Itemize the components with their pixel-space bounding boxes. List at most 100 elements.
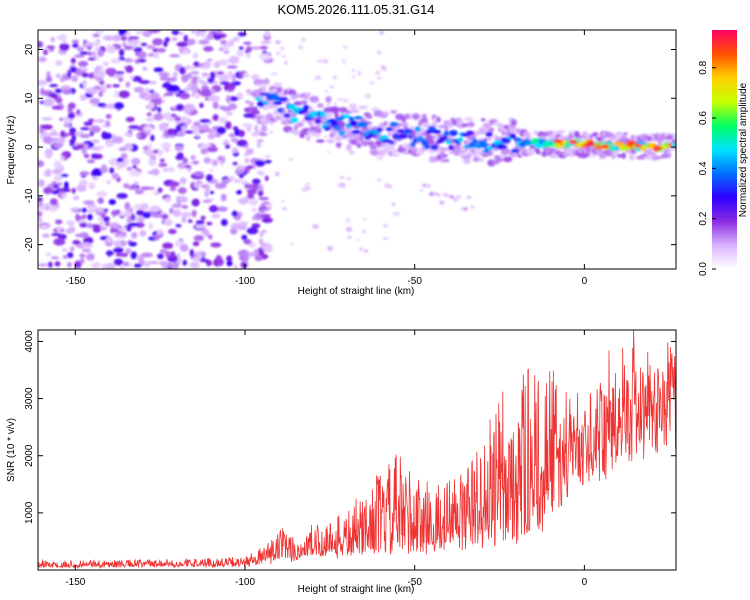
spectrogram-cell xyxy=(202,128,213,133)
spectrogram-cell xyxy=(226,260,233,267)
spectrogram-cell xyxy=(175,104,185,111)
spectrogram-cell xyxy=(584,142,596,147)
spectrogram-cell xyxy=(87,72,96,79)
spectrogram-cell xyxy=(387,131,392,137)
spectrogram-cell xyxy=(231,74,237,83)
spectrogram-cell xyxy=(174,145,184,152)
spectrogram-cell xyxy=(387,184,393,189)
spectrogram-cell xyxy=(342,45,349,49)
spectrogram-cell xyxy=(351,129,361,135)
y-tick-label: -10 xyxy=(24,188,35,203)
spectrogram-cell xyxy=(363,218,367,221)
spectrogram-cell xyxy=(117,227,129,231)
spectrogram-cell xyxy=(94,207,105,212)
spectrogram-cell xyxy=(53,238,66,246)
spectrogram-cell xyxy=(324,111,333,119)
spectrogram-cell xyxy=(192,52,199,59)
spectrogram-cell xyxy=(546,130,555,135)
spectrogram-cell xyxy=(146,151,155,157)
spectrogram-cell xyxy=(156,97,162,106)
spectrogram-cell xyxy=(460,207,465,211)
spectrogram-cell xyxy=(129,74,135,80)
spectrogram-cell xyxy=(76,109,81,115)
spectrogram-cell xyxy=(274,171,280,177)
x-tick-label: -100 xyxy=(235,276,255,287)
spectrogram-cell xyxy=(552,130,557,137)
spectrogram-cell xyxy=(199,102,204,109)
spectrogram-cell xyxy=(384,144,395,151)
spectrogram-cell xyxy=(148,142,153,151)
spectrogram-cell xyxy=(243,41,252,45)
spectrogram-y-label: Frequency (Hz) xyxy=(6,116,17,185)
spectrogram-cell xyxy=(55,73,61,79)
spectrogram-cell xyxy=(272,110,279,117)
spectrogram-cell xyxy=(72,43,79,48)
spectrogram-cell xyxy=(379,30,385,35)
spectrogram-cell xyxy=(135,59,140,64)
spectrogram-cell xyxy=(435,116,441,123)
spectrogram-cell xyxy=(54,88,63,94)
spectrogram-cell xyxy=(254,212,263,221)
spectrogram-cell xyxy=(210,204,217,213)
spectrogram-cell xyxy=(142,211,152,219)
spectrogram-cell xyxy=(187,219,193,224)
spectrogram-cell xyxy=(190,154,196,161)
spectrogram-cell xyxy=(118,48,125,57)
spectrogram-cell xyxy=(121,42,127,47)
spectrogram-cell xyxy=(457,137,464,143)
spectrogram-cell xyxy=(99,84,105,89)
spectrogram-cell xyxy=(353,116,363,120)
spectrogram-cell xyxy=(430,144,439,151)
spectrogram-cell xyxy=(175,224,182,228)
spectrogram-cell xyxy=(59,43,70,51)
spectrogram-cell xyxy=(243,113,255,118)
spectrogram-cell xyxy=(81,248,92,253)
spectrogram-cell xyxy=(105,236,113,244)
spectrogram-cell xyxy=(252,178,261,185)
spectrogram-cell xyxy=(414,126,421,132)
spectrogram-cell xyxy=(309,95,320,103)
spectrogram-cell xyxy=(165,77,178,82)
spectrogram-cell xyxy=(179,92,191,100)
spectrogram-cell xyxy=(254,159,266,167)
spectrogram-cell xyxy=(112,84,120,88)
spectrogram-cell xyxy=(392,211,400,216)
spectrogram-cell xyxy=(275,40,281,45)
spectrogram-cell xyxy=(80,127,90,131)
snr-y-ticks: 1000 2000 3000 4000 xyxy=(24,330,676,524)
spectrogram-cell xyxy=(302,104,310,111)
spectrogram-cell xyxy=(136,30,145,35)
spectrogram-cell xyxy=(347,236,352,239)
spectrogram-cell xyxy=(174,116,182,122)
spectrogram-cell xyxy=(149,186,155,191)
spectrogram-cell xyxy=(254,124,259,133)
spectrogram-cell xyxy=(283,113,291,118)
spectrogram-cell xyxy=(71,187,76,194)
spectrogram-cell xyxy=(48,205,57,212)
spectrogram-cell xyxy=(206,33,215,40)
colorbar: 0.0 0.2 0.4 0.6 0.8 Normalized spectral ampl… xyxy=(698,30,749,276)
spectrogram-cell xyxy=(62,89,73,95)
spectrogram-cell xyxy=(305,134,311,142)
spectrogram-cell xyxy=(385,127,393,132)
spectrogram-cell xyxy=(205,174,213,182)
spectrogram-cell xyxy=(226,111,233,116)
spectrogram-cell xyxy=(45,76,53,83)
spectrogram-cell xyxy=(376,76,382,80)
spectrogram-cell xyxy=(553,139,562,144)
spectrogram-cell xyxy=(67,102,76,110)
spectrogram-cell xyxy=(66,252,74,259)
spectrogram-cell xyxy=(43,186,53,195)
spectrogram-cell xyxy=(137,51,147,59)
spectrogram-cell xyxy=(275,52,281,55)
x-tick-label: 0 xyxy=(582,577,588,588)
spectrogram-cell xyxy=(126,225,132,232)
spectrogram-cell xyxy=(81,148,88,155)
spectrogram-cell xyxy=(480,118,486,122)
spectrogram-cell xyxy=(189,249,195,257)
spectrogram-cell xyxy=(349,150,355,155)
spectrogram-cell xyxy=(133,47,143,53)
spectrogram-cell xyxy=(259,92,267,97)
spectrogram-cell xyxy=(111,34,122,42)
